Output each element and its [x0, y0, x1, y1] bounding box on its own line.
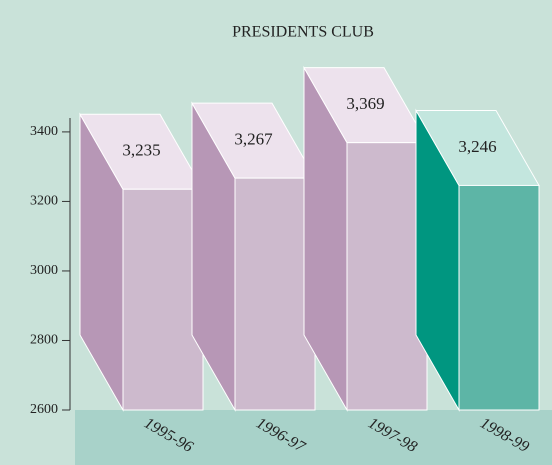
y-tick-label: 2800	[30, 333, 58, 348]
y-tick-label: 3400	[30, 124, 58, 139]
y-tick-label: 3000	[30, 263, 58, 278]
value-label: 3,246	[458, 137, 496, 156]
y-tick-label: 3200	[30, 194, 58, 209]
bar	[346, 142, 428, 411]
bar	[234, 177, 316, 411]
value-label: 3,369	[346, 94, 384, 113]
value-label: 3,235	[122, 141, 160, 160]
y-tick-label: 2600	[30, 402, 58, 417]
bar	[122, 188, 204, 411]
chart-title: PRESIDENTS CLUB	[232, 24, 374, 41]
bar	[458, 184, 540, 411]
value-label: 3,267	[234, 130, 273, 149]
floor	[75, 410, 552, 465]
